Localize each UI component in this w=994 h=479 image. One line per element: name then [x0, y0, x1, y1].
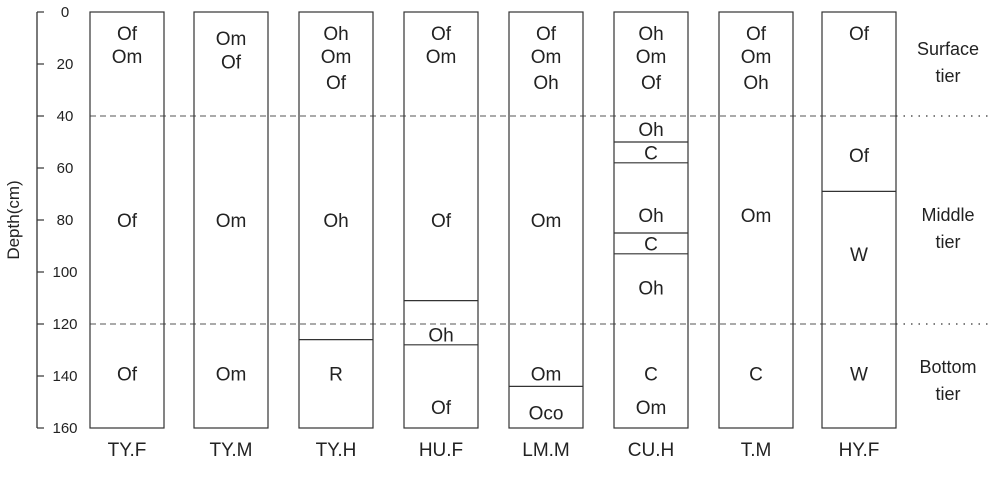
horizon-label: Of — [849, 24, 870, 45]
axis-tick-label: 40 — [57, 108, 74, 125]
horizon-label: Of — [431, 211, 452, 232]
horizon-label: Om — [216, 211, 247, 232]
horizon-label: Om — [531, 47, 562, 68]
axis-tick-label: 0 — [61, 4, 69, 21]
horizon-label: Om — [112, 47, 143, 68]
horizon-label: Of — [117, 211, 138, 232]
horizon-label: Of — [641, 73, 662, 94]
horizon-label: Oh — [428, 325, 453, 346]
profile-column-outline — [821, 11, 897, 429]
column-name: TY.H — [316, 440, 357, 461]
horizon-label: W — [850, 364, 868, 385]
horizon-label: Oh — [638, 120, 663, 141]
column-name: HY.F — [839, 440, 880, 461]
horizon-label: C — [749, 364, 763, 385]
depth-axis-title: Depth(cm) — [4, 180, 23, 259]
column-name: CU.H — [628, 440, 674, 461]
depth-axis: Depth(cm) 0 20 40 60 80 100 120 140 160 — [4, 4, 78, 437]
axis-tick-label: 100 — [52, 264, 77, 281]
horizon-label: Of — [849, 146, 870, 167]
horizon-label: C — [644, 143, 658, 164]
horizon-label: Oh — [638, 24, 663, 45]
horizon-label: Om — [531, 211, 562, 232]
profile-column-outline — [508, 11, 584, 429]
horizon-label: R — [329, 364, 343, 385]
column-name: LM.M — [522, 440, 570, 461]
horizon-label: Of — [221, 52, 242, 73]
tier-label-line: Surface — [917, 39, 979, 59]
axis-tick-label: 20 — [57, 56, 74, 73]
horizon-label: Of — [536, 24, 557, 45]
tier-label: Middle tier — [921, 205, 974, 252]
horizon-label: W — [850, 245, 868, 266]
horizon-label: Oh — [743, 73, 768, 94]
profile-column-outline — [613, 11, 689, 429]
tier-label: Bottom tier — [919, 357, 976, 404]
tier-label-line: Bottom — [919, 357, 976, 377]
axis-tick-label: 120 — [52, 316, 77, 333]
horizon-label: Oh — [323, 211, 348, 232]
profile-column-outline — [89, 11, 165, 429]
profile-column-outline — [403, 11, 479, 429]
horizon-label: C — [644, 234, 658, 255]
profile-column-outline — [193, 11, 269, 429]
horizon-label: Om — [426, 47, 457, 68]
horizon-label: Oh — [533, 73, 558, 94]
tier-labels: Surface tier Middle tier Bottom tier — [917, 39, 979, 404]
horizon-label: Of — [431, 24, 452, 45]
column-name: TY.M — [210, 440, 253, 461]
horizon-label: Om — [321, 47, 352, 68]
horizon-label: Oh — [638, 206, 663, 227]
axis-tick-label: 80 — [57, 212, 74, 229]
axis-tick-label: 140 — [52, 368, 77, 385]
horizon-label: Oh — [323, 24, 348, 45]
tier-label: Surface tier — [917, 39, 979, 86]
horizon-label: C — [644, 364, 658, 385]
horizon-label: Of — [431, 398, 452, 419]
column-name: T.M — [741, 440, 772, 461]
tier-label-line: Middle — [921, 205, 974, 225]
horizon-label: Om — [216, 29, 247, 50]
horizon-label: Oh — [638, 279, 663, 300]
horizon-label: Om — [216, 364, 247, 385]
profile-column-outline — [298, 11, 374, 429]
horizon-label: Of — [117, 24, 138, 45]
horizon-label: Om — [741, 47, 772, 68]
tier-label-line: tier — [935, 66, 960, 86]
profile-column: Of Of W W HY.F — [821, 11, 897, 461]
tier-boundaries — [90, 115, 992, 325]
tier-label-line: tier — [935, 232, 960, 252]
horizon-label: Of — [117, 364, 138, 385]
column-name: TY.F — [108, 440, 147, 461]
tier-label-line: tier — [935, 384, 960, 404]
horizon-label: Om — [741, 206, 772, 227]
horizon-label: Om — [636, 398, 667, 419]
horizon-label: Of — [326, 73, 347, 94]
axis-tick-label: 160 — [52, 420, 77, 437]
profile-column-outline — [718, 11, 794, 429]
column-name: HU.F — [419, 440, 463, 461]
horizon-label: Of — [746, 24, 767, 45]
horizon-label: Om — [531, 364, 562, 385]
axis-tick-label: 60 — [57, 160, 74, 177]
horizon-label: Om — [636, 47, 667, 68]
horizon-label: Oco — [529, 403, 564, 424]
profile-columns: OfOmOfOfTY.FOmOfOmOmTY.MOhOmOfOhRTY.HOfO… — [89, 11, 897, 461]
